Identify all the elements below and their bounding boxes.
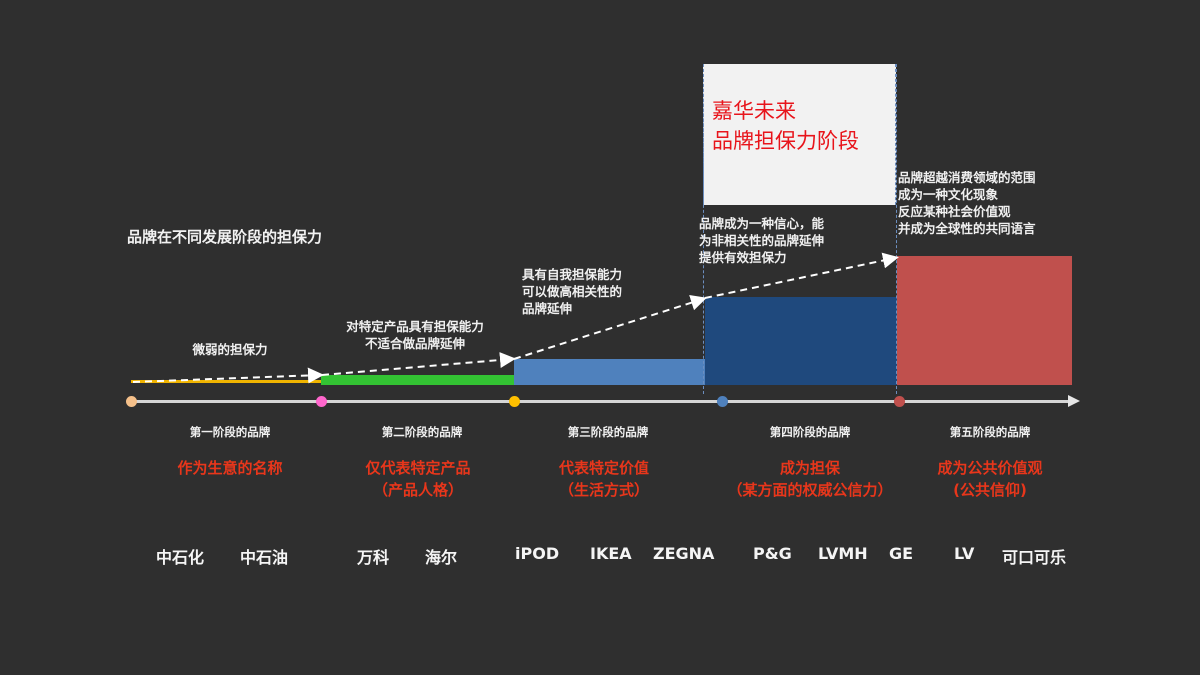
stage-3-dot [509,396,520,407]
stage-desc-line: 代表特定价值 [558,459,649,477]
stage-desc-line: 成为公共价值观 [937,459,1043,477]
stage-1-label: 第一阶段的品牌 [189,425,271,439]
annotation-line: 并成为全球性的共同语言 [898,221,1036,236]
bar-stage-1 [131,380,321,383]
bar-stage-3 [514,359,705,385]
stage-1-dot [126,396,137,407]
guide-line-stage-4 [703,64,704,394]
brand-example: LV [954,544,975,563]
brand-example: 中石化 [156,548,205,567]
highlight-line-2: 品牌担保力阶段 [712,129,859,153]
highlight-text: 嘉华未来 品牌担保力阶段 [712,96,859,156]
annotation-stage-5: 品牌超越消费领域的范围 成为一种文化现象 反应某种社会价值观 并成为全球性的共同… [898,169,1036,237]
annotation-line: 不适合做品牌延伸 [364,336,465,351]
stage-1-desc: 作为生意的名称 [150,457,310,479]
stage-5-desc: 成为公共价值观 (公共信仰) [910,457,1070,501]
stage-3-desc: 代表特定价值 （生活方式） [524,457,684,501]
annotation-line: 可以做高相关性的 [522,284,623,299]
diagram-title: 品牌在不同发展阶段的担保力 [127,228,323,246]
annotation-stage-2: 对特定产品具有担保能力 不适合做品牌延伸 [325,318,505,352]
bar-stage-4 [705,297,897,385]
stage-4-label: 第四阶段的品牌 [769,425,851,439]
timeline-axis [131,400,1071,403]
stage-5-dot [894,396,905,407]
annotation-line: 对特定产品具有担保能力 [346,319,484,334]
stage-desc-line: 成为担保 [779,459,840,477]
stage-desc-line: 仅代表特定产品 [365,459,471,477]
guide-line-stage-5 [896,64,897,394]
annotation-line: 微弱的担保力 [192,342,268,357]
stage-5-label: 第五阶段的品牌 [949,425,1031,439]
brand-example: P&G [753,544,792,563]
stage-3-label: 第三阶段的品牌 [567,425,649,439]
annotation-line: 反应某种社会价值观 [898,204,1011,219]
annotation-line: 具有自我担保能力 [522,267,623,282]
annotation-line: 为非相关性的品牌延伸 [699,233,825,248]
annotation-line: 品牌超越消费领域的范围 [898,170,1036,185]
brand-example: 海尔 [425,548,458,567]
stage-desc-line: （产品人格） [372,481,463,499]
brand-example: ZEGNA [653,544,715,563]
timeline-arrow-icon [1068,395,1080,407]
stage-2-label: 第二阶段的品牌 [381,425,463,439]
stage-desc-line: （某方面的权威公信力） [727,481,893,499]
brand-example: 万科 [357,548,390,567]
stage-desc-line: 作为生意的名称 [177,459,283,477]
annotation-line: 品牌成为一种信心，能 [699,216,825,231]
bar-stage-2 [321,375,514,385]
stage-desc-line: (公共信仰) [953,481,1027,499]
brand-example: GE [889,544,914,563]
annotation-line: 提供有效担保力 [699,250,787,265]
annotation-stage-3: 具有自我担保能力 可以做高相关性的 品牌延伸 [522,266,622,317]
brand-example: IKEA [590,544,632,563]
annotation-stage-4: 品牌成为一种信心，能 为非相关性的品牌延伸 提供有效担保力 [699,215,824,266]
stage-4-desc: 成为担保 （某方面的权威公信力） [710,457,910,501]
brand-example: LVMH [818,544,868,563]
stage-2-desc: 仅代表特定产品 （产品人格） [338,457,498,501]
brand-example: 可口可乐 [1002,548,1067,567]
bar-stage-5 [897,256,1072,385]
annotation-line: 成为一种文化现象 [898,187,999,202]
brand-example: 中石油 [240,548,289,567]
annotation-line: 品牌延伸 [522,301,573,316]
stage-2-dot [316,396,327,407]
brand-example: iPOD [515,544,560,563]
annotation-stage-1: 微弱的担保力 [170,341,290,358]
highlight-line-1: 嘉华未来 [712,99,796,123]
stage-desc-line: （生活方式） [558,481,649,499]
stage-4-dot [717,396,728,407]
